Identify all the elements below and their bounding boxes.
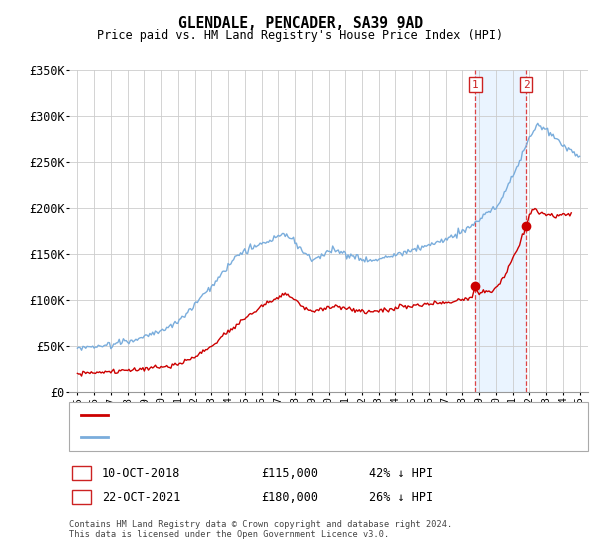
Text: £180,000: £180,000 [261, 491, 318, 504]
Text: 2: 2 [78, 491, 85, 504]
Text: GLENDALE, PENCADER, SA39 9AD: GLENDALE, PENCADER, SA39 9AD [178, 16, 422, 31]
Text: 26% ↓ HPI: 26% ↓ HPI [369, 491, 433, 504]
Text: 22-OCT-2021: 22-OCT-2021 [102, 491, 181, 504]
Text: 2: 2 [523, 80, 529, 90]
Text: 10-OCT-2018: 10-OCT-2018 [102, 466, 181, 480]
Text: 1: 1 [78, 466, 85, 480]
Text: Price paid vs. HM Land Registry's House Price Index (HPI): Price paid vs. HM Land Registry's House … [97, 29, 503, 42]
Text: 42% ↓ HPI: 42% ↓ HPI [369, 466, 433, 480]
Text: £115,000: £115,000 [261, 466, 318, 480]
Text: 1: 1 [472, 80, 479, 90]
Text: GLENDALE, PENCADER, SA39 9AD (detached house): GLENDALE, PENCADER, SA39 9AD (detached h… [114, 410, 407, 420]
Text: HPI: Average price, detached house, Carmarthenshire: HPI: Average price, detached house, Carm… [114, 432, 445, 442]
Bar [475, 70, 526, 392]
Text: Contains HM Land Registry data © Crown copyright and database right 2024.
This d: Contains HM Land Registry data © Crown c… [69, 520, 452, 539]
